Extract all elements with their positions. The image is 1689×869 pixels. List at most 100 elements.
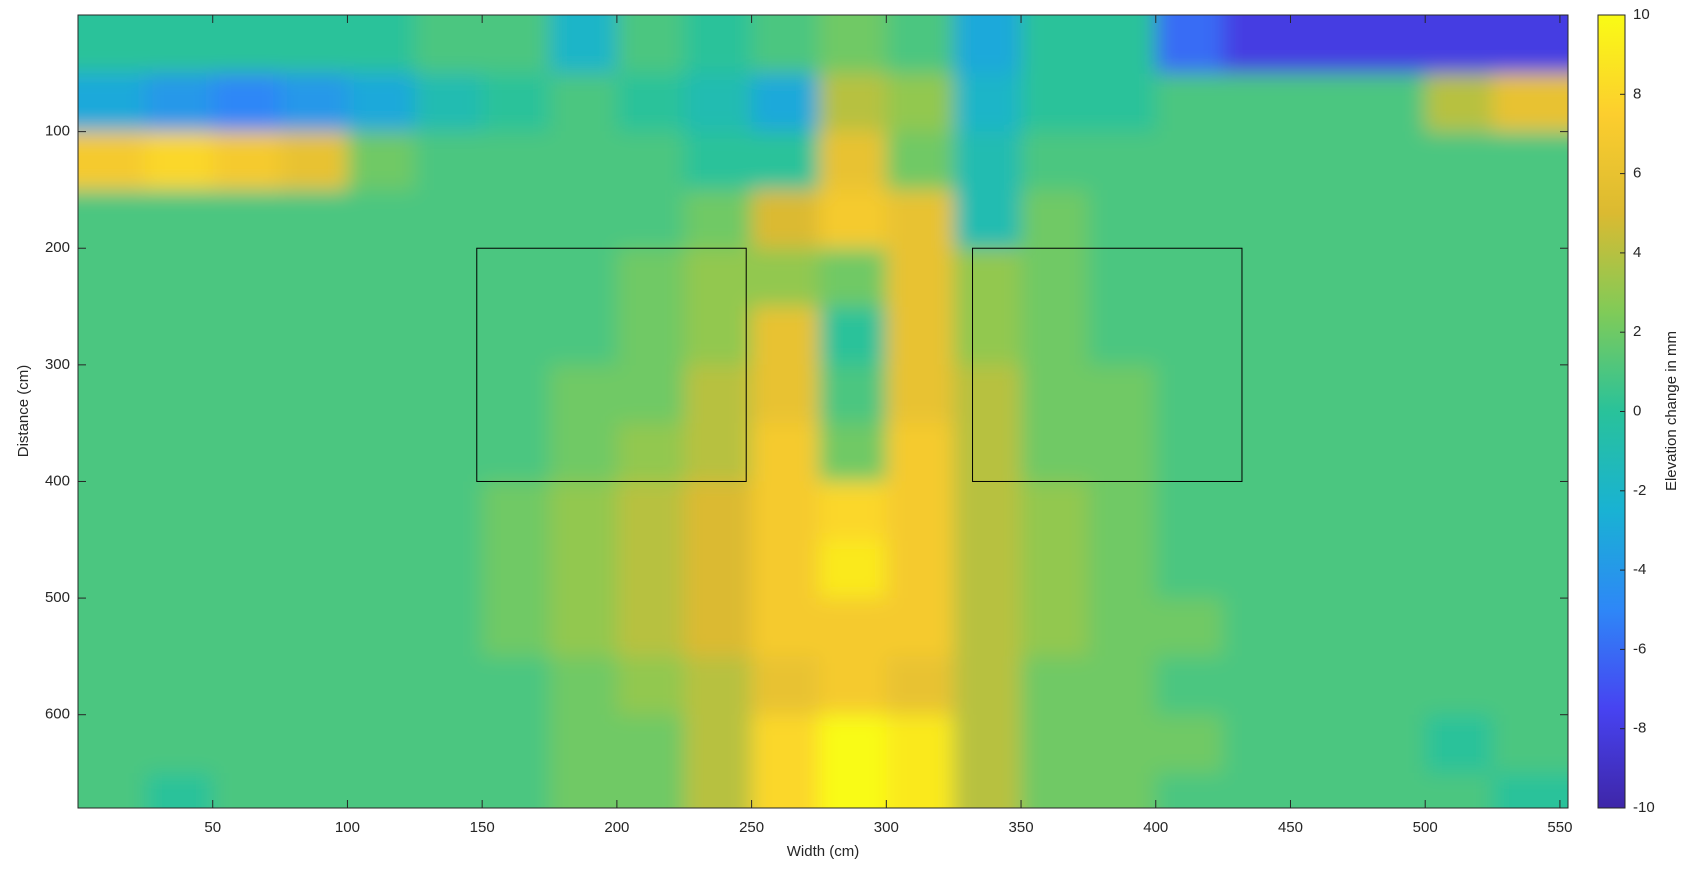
heat-cell	[212, 539, 281, 599]
heat-cell	[886, 15, 955, 74]
x-tick-label: 100	[335, 819, 360, 836]
heat-cell	[1155, 481, 1224, 541]
heat-cell	[818, 773, 887, 808]
heat-cell	[1021, 773, 1089, 808]
heat-cell	[953, 15, 1022, 74]
heat-cell	[684, 306, 753, 366]
heat-cell	[886, 773, 955, 808]
heat-cell	[549, 539, 618, 599]
heat-cell	[1357, 481, 1426, 541]
heat-cell	[482, 656, 551, 716]
heat-cell	[280, 481, 348, 541]
heat-cell	[818, 364, 887, 424]
colorbar-tick-label: -8	[1633, 720, 1646, 737]
heat-cell	[818, 423, 887, 482]
heat-cell	[78, 598, 146, 657]
heat-cell	[1290, 714, 1359, 774]
heat-cell	[1088, 714, 1157, 774]
heat-cell	[280, 73, 348, 133]
heat-cell	[953, 423, 1022, 482]
y-tick-label: 300	[45, 356, 70, 373]
heat-cell	[1290, 306, 1359, 366]
colorbar-tick-label: 10	[1633, 6, 1650, 23]
colorbar-tick-label: 2	[1633, 323, 1641, 340]
heat-cell	[347, 73, 416, 133]
heat-cell	[684, 248, 753, 308]
heat-cell	[280, 364, 348, 424]
heat-cell	[280, 539, 348, 599]
heat-cell	[1290, 481, 1359, 541]
x-tick-label: 200	[604, 819, 629, 836]
heat-cell	[1223, 714, 1291, 774]
x-tick-label: 450	[1278, 819, 1303, 836]
heat-cell	[1357, 423, 1426, 482]
heat-cell	[212, 306, 281, 366]
heat-cell	[1223, 598, 1291, 657]
heat-cell	[280, 598, 348, 657]
heat-cell	[414, 189, 483, 249]
heat-cell	[1021, 15, 1089, 74]
heat-cell	[684, 539, 753, 599]
x-tick-label: 150	[470, 819, 495, 836]
y-tick-label: 400	[45, 472, 70, 489]
heat-cell	[1357, 73, 1426, 133]
heat-cell	[145, 306, 214, 366]
heat-cell	[1155, 656, 1224, 716]
x-tick-label: 250	[739, 819, 764, 836]
heat-cell	[953, 189, 1022, 249]
heat-cell	[1425, 423, 1494, 482]
heat-cell	[1223, 423, 1291, 482]
heat-cell	[886, 714, 955, 774]
heat-cell	[1155, 248, 1224, 308]
heat-cell	[1357, 539, 1426, 599]
heat-cell	[78, 714, 146, 774]
heat-cell	[1290, 189, 1359, 249]
heat-cell	[145, 714, 214, 774]
heat-cell	[953, 73, 1022, 133]
heat-cell	[616, 73, 685, 133]
heat-cell	[684, 773, 753, 808]
heat-cell	[1357, 248, 1426, 308]
colorbar-tick-label: 0	[1633, 402, 1641, 419]
heat-cell	[684, 364, 753, 424]
heat-cell	[78, 15, 146, 74]
heat-cell	[280, 773, 348, 808]
heat-cell	[1088, 131, 1157, 191]
heat-cell	[751, 773, 820, 808]
heat-cell	[347, 15, 416, 74]
heat-cell	[818, 656, 887, 716]
colorbar-tick-label: -10	[1633, 799, 1655, 816]
heat-cell	[212, 773, 281, 808]
heat-cell	[1021, 656, 1089, 716]
heat-cell	[1492, 423, 1568, 482]
heat-cell	[1357, 306, 1426, 366]
heat-cell	[482, 15, 551, 74]
x-tick-label: 400	[1143, 819, 1168, 836]
heat-cell	[684, 73, 753, 133]
heat-cell	[886, 423, 955, 482]
heat-cell	[414, 481, 483, 541]
heat-cell	[751, 481, 820, 541]
heat-cell	[212, 656, 281, 716]
heat-cell	[953, 306, 1022, 366]
heat-cell	[616, 773, 685, 808]
heat-cell	[1021, 714, 1089, 774]
heat-cell	[347, 131, 416, 191]
heat-cell	[482, 539, 551, 599]
heat-cell	[212, 714, 281, 774]
heat-cell	[684, 598, 753, 657]
heat-cell	[212, 131, 281, 191]
heat-cell	[1492, 714, 1568, 774]
heat-cell	[1021, 189, 1089, 249]
y-tick-label: 600	[45, 706, 70, 723]
heat-cell	[414, 248, 483, 308]
heat-cell	[1223, 481, 1291, 541]
heat-cell	[1088, 364, 1157, 424]
heat-cell	[482, 773, 551, 808]
heat-cell	[414, 598, 483, 657]
heat-cell	[549, 714, 618, 774]
heat-cell	[78, 189, 146, 249]
heat-cell	[482, 73, 551, 133]
colorbar-tick-label: -2	[1633, 482, 1646, 499]
heat-cell	[482, 306, 551, 366]
